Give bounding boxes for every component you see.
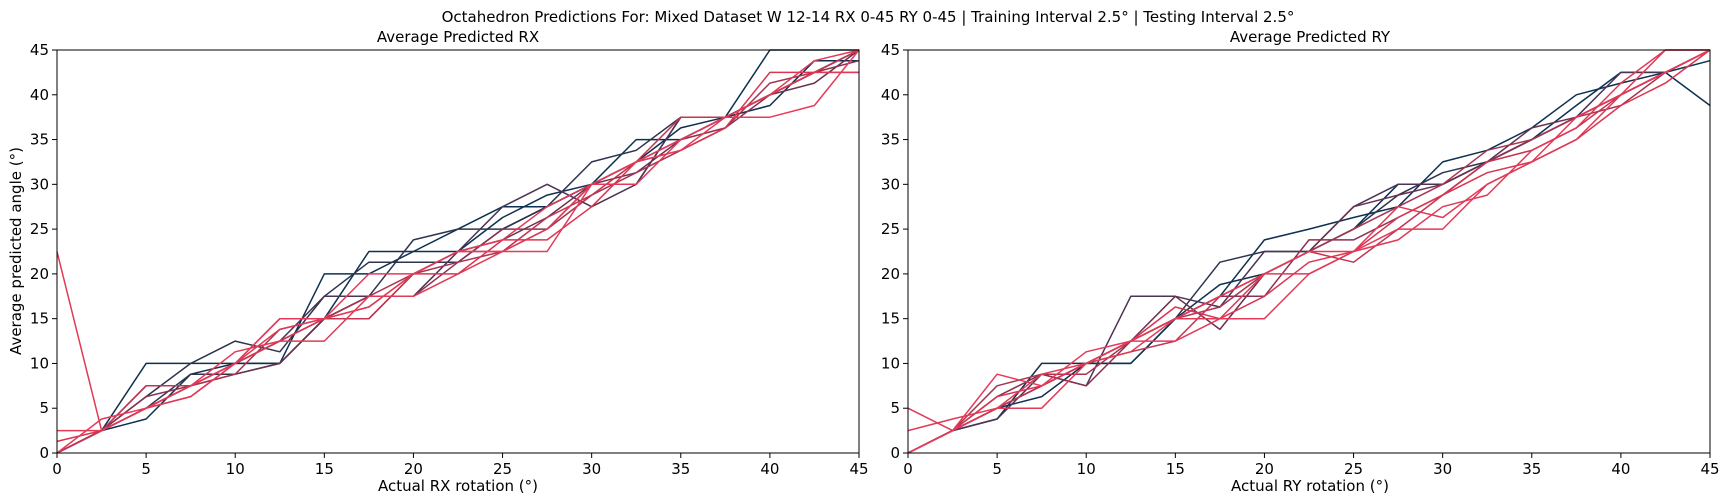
rx-x-tick-label-6: 30 [582,460,601,478]
rx-y-tick-label-7: 35 [30,131,49,149]
ry-x-tick-label-0: 0 [903,460,913,478]
ry-x-tick-label-2: 10 [1077,460,1096,478]
ry-y-tick-label-9: 45 [881,41,900,59]
ry-panel: Average Predicted RY 0 5 10 15 20 25 30 35 40 450… [881,28,1720,495]
rx-y-tick-label-4: 20 [30,265,49,283]
rx-series-line-1 [56,59,859,454]
ry-y-tick-label-7: 35 [881,131,900,149]
rx-x-axis-label: Actual RX rotation (°) [378,477,538,495]
ry-series-group [907,49,1711,454]
ry-x-tick-label-7: 35 [1522,460,1541,478]
ry-y-tick-label-0: 0 [890,444,900,462]
ry-x-axis-label: Actual RY rotation (°) [1231,477,1389,495]
rx-x-tick-label-0: 0 [52,460,62,478]
ry-x-tick-label-5: 25 [1344,460,1363,478]
rx-series-line-12 [57,49,860,432]
ry-x-tick-label-4: 20 [1255,460,1274,478]
rx-y-tick-label-9: 45 [30,41,49,59]
rx-y-tick-label-8: 40 [30,86,49,104]
rx-y-tick-label-6: 30 [30,175,49,193]
rx-y-tick-label-1: 5 [39,399,49,417]
rx-series-line-6 [56,59,860,454]
rx-x-tick-label-5: 25 [493,460,512,478]
rx-y-tick-label-0: 0 [39,444,49,462]
rx-y-tick-label-5: 25 [30,220,49,238]
ry-x-tick-label-3: 15 [1166,460,1185,478]
ry-axes-frame [907,49,1711,454]
rx-x-tick-label-9: 45 [849,460,868,478]
ry-x-tick-label-6: 30 [1433,460,1452,478]
rx-x-tick-label-7: 35 [671,460,690,478]
rx-axis-ticks: 0 5 10 15 20 25 30 35 40 45 0 5 10 15 20 25 30 35 40 45 [30,41,869,478]
ry-series-line-0 [907,59,1711,454]
rx-x-tick-label-3: 15 [315,460,334,478]
figure-suptitle: Octahedron Predictions For: Mixed Datase… [442,8,1295,26]
ry-y-tick-label-4: 20 [881,265,900,283]
ry-x-tick-label-9: 45 [1700,460,1719,478]
ry-x-tick-label-1: 5 [992,460,1002,478]
ry-y-tick-label-2: 10 [881,354,900,372]
ry-y-tick-label-1: 5 [890,399,900,417]
rx-x-tick-label-1: 5 [141,460,151,478]
ry-y-tick-label-3: 15 [881,310,900,328]
ry-x-tick-label-8: 40 [1611,460,1630,478]
rx-chart-title: Average Predicted RX [377,28,539,46]
rx-axes-frame [56,49,860,454]
rx-series-group [56,49,860,454]
rx-y-tick-label-2: 10 [30,354,49,372]
rx-panel: Average Predicted RX 0 5 10 15 20 25 30 35 40 450… [7,28,869,495]
rx-x-tick-label-8: 40 [760,460,779,478]
ry-chart-title: Average Predicted RY [1230,28,1391,46]
ry-y-tick-label-8: 40 [881,86,900,104]
rx-y-axis-label: Average predicted angle (°) [7,147,25,355]
rx-x-tick-label-4: 20 [404,460,423,478]
ry-y-tick-label-6: 30 [881,175,900,193]
ry-axis-ticks: 0 5 10 15 20 25 30 35 40 45 0 5 10 15 20 25 30 35 40 45 [881,41,1720,478]
rx-y-tick-label-3: 15 [30,310,49,328]
ry-series-line-11 [907,49,1710,432]
rx-x-tick-label-2: 10 [226,460,245,478]
ry-series-line-10 [907,49,1710,432]
ry-y-tick-label-5: 25 [881,220,900,238]
